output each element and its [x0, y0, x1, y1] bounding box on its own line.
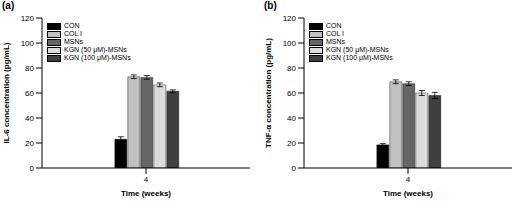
svg-text:4: 4	[144, 175, 149, 184]
html-text:KGN (50 μM)-MSNs: KGN (50 μM)-MSNs	[64, 46, 127, 53]
svg-text:Time (weeks): Time (weeks)	[383, 189, 433, 198]
html-text:MSNs: MSNs	[64, 38, 84, 45]
html-text:KGN (100 μM)-MSNs: KGN (100 μM)-MSNs	[64, 54, 131, 61]
html-text:CON: CON	[64, 22, 80, 29]
svg-text:100: 100	[283, 39, 297, 48]
html-text:MSNs: MSNs	[326, 38, 346, 45]
html-text:CON: CON	[326, 22, 342, 29]
svg-text:20: 20	[25, 139, 34, 148]
html-text:(a): (a)	[2, 0, 15, 11]
svg-text:IL-6 concentration (pg/mL): IL-6 concentration (pg/mL)	[8, 42, 11, 143]
svg-text:0: 0	[30, 164, 35, 173]
svg-text:60: 60	[25, 89, 34, 98]
html-text:KGN (100 μM)-MSNs: KGN (100 μM)-MSNs	[326, 54, 393, 61]
svg-text:Time (weeks): Time (weeks)	[121, 189, 171, 198]
html-text:(b): (b)	[264, 0, 277, 11]
svg-text:100: 100	[21, 39, 35, 48]
svg-text:120: 120	[283, 14, 297, 23]
html-text:KGN (50 μM)-MSNs: KGN (50 μM)-MSNs	[326, 46, 389, 53]
svg-text:80: 80	[287, 64, 296, 73]
svg-text:40: 40	[25, 114, 34, 123]
svg-text:4: 4	[406, 175, 411, 184]
svg-text:40: 40	[287, 114, 296, 123]
svg-text:60: 60	[287, 89, 296, 98]
svg-text:120: 120	[21, 14, 35, 23]
svg-text:TNF-α concentration (pg/mL): TNF-α concentration (pg/mL)	[264, 38, 273, 148]
html-text:COL I: COL I	[64, 30, 82, 37]
svg-text:0: 0	[292, 164, 297, 173]
svg-text:80: 80	[25, 64, 34, 73]
html-text:COL I: COL I	[326, 30, 344, 37]
svg-text:20: 20	[287, 139, 296, 148]
